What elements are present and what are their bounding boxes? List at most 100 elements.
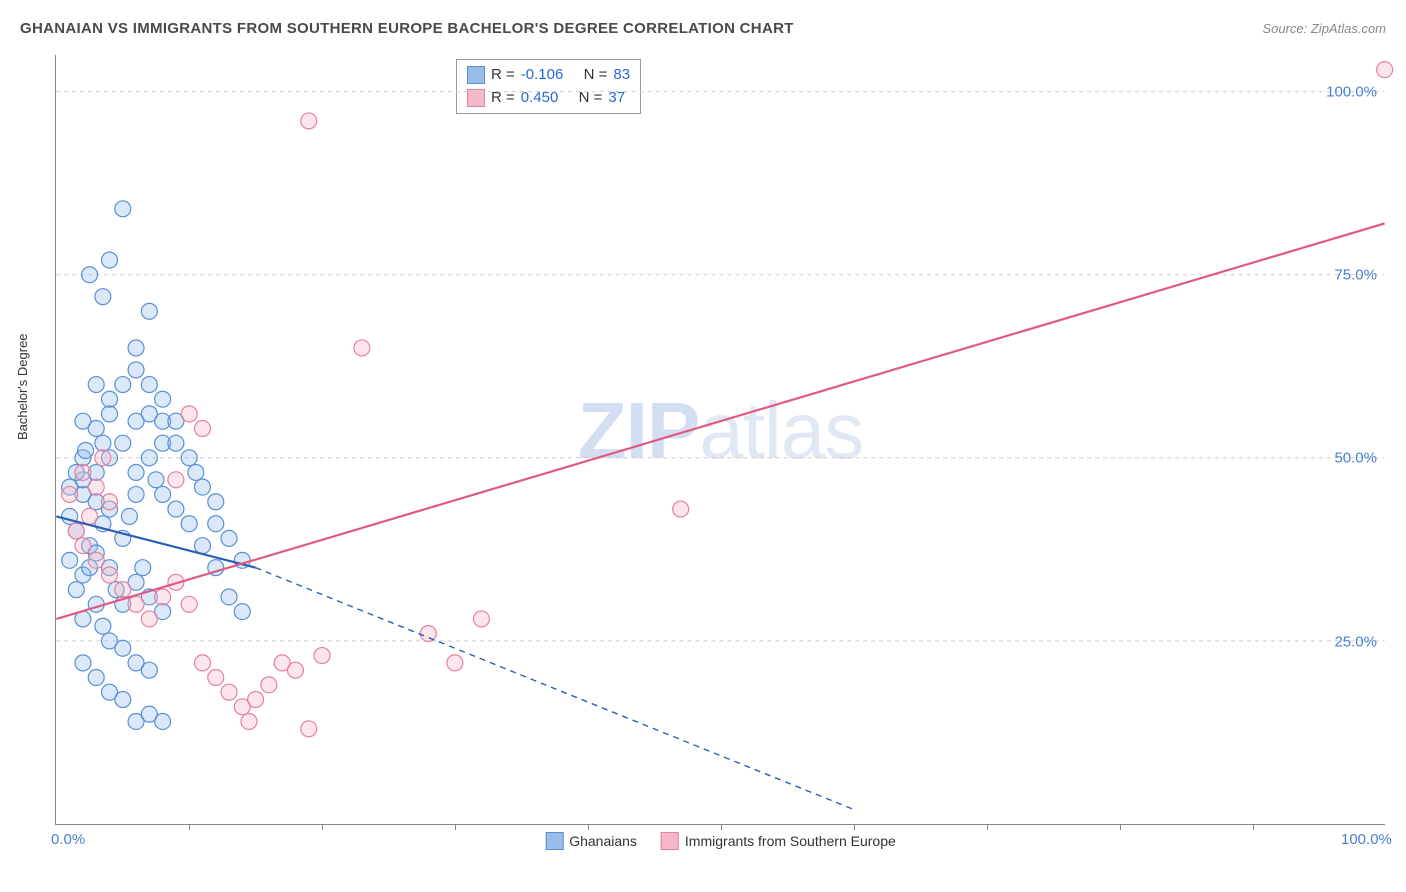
scatter-point: [181, 596, 197, 612]
scatter-point: [168, 435, 184, 451]
scatter-point: [168, 472, 184, 488]
scatter-point: [141, 377, 157, 393]
scatter-point: [155, 713, 171, 729]
scatter-point: [181, 406, 197, 422]
y-tick-label: 100.0%: [1326, 83, 1377, 100]
scatter-point: [141, 450, 157, 466]
scatter-point: [78, 442, 94, 458]
scatter-point: [194, 655, 210, 671]
scatter-point: [234, 604, 250, 620]
scatter-point: [314, 648, 330, 664]
y-tick-label: 25.0%: [1334, 633, 1377, 650]
scatter-point: [208, 516, 224, 532]
scatter-point: [115, 582, 131, 598]
source-attribution: Source: ZipAtlas.com: [1262, 21, 1386, 36]
scatter-point: [102, 567, 118, 583]
scatter-point: [88, 670, 104, 686]
x-tick: [455, 824, 456, 830]
scatter-point: [75, 655, 91, 671]
scatter-point: [221, 684, 237, 700]
scatter-point: [128, 362, 144, 378]
scatter-point: [62, 486, 78, 502]
scatter-point: [155, 486, 171, 502]
scatter-point: [141, 611, 157, 627]
legend-label: Ghanaians: [569, 833, 637, 849]
scatter-point: [141, 406, 157, 422]
scatter-point: [95, 618, 111, 634]
scatter-point: [128, 340, 144, 356]
scatter-point: [221, 589, 237, 605]
scatter-point: [194, 479, 210, 495]
scatter-point: [135, 560, 151, 576]
scatter-point: [241, 713, 257, 729]
x-tick: [1253, 824, 1254, 830]
scatter-point: [95, 450, 111, 466]
scatter-point: [354, 340, 370, 356]
scatter-point: [82, 267, 98, 283]
scatter-point: [75, 538, 91, 554]
bottom-legend: Ghanaians Immigrants from Southern Europ…: [545, 832, 896, 850]
scatter-point: [473, 611, 489, 627]
scatter-point: [155, 589, 171, 605]
scatter-point: [88, 552, 104, 568]
scatter-point: [1377, 62, 1393, 78]
scatter-point: [68, 582, 84, 598]
x-tick: [189, 824, 190, 830]
scatter-point: [287, 662, 303, 678]
legend-item-b: Immigrants from Southern Europe: [661, 832, 896, 850]
trend-line-a-dash: [256, 568, 854, 810]
scatter-point: [181, 516, 197, 532]
scatter-point: [208, 494, 224, 510]
scatter-point: [115, 640, 131, 656]
scatter-point: [102, 391, 118, 407]
x-tick: [721, 824, 722, 830]
y-tick-label: 50.0%: [1334, 450, 1377, 467]
scatter-point: [128, 464, 144, 480]
scatter-point: [221, 530, 237, 546]
scatter-point: [115, 692, 131, 708]
y-axis-label: Bachelor's Degree: [15, 333, 30, 440]
scatter-point: [115, 201, 131, 217]
scatter-point: [68, 523, 84, 539]
legend-item-a: Ghanaians: [545, 832, 637, 850]
scatter-point: [102, 406, 118, 422]
scatter-point: [128, 596, 144, 612]
x-tick: [322, 824, 323, 830]
scatter-point: [115, 435, 131, 451]
scatter-point: [75, 464, 91, 480]
scatter-point: [88, 479, 104, 495]
x-tick-label: 0.0%: [51, 831, 85, 848]
scatter-point: [248, 692, 264, 708]
scatter-point: [673, 501, 689, 517]
trend-line-b: [56, 223, 1384, 618]
scatter-point: [115, 377, 131, 393]
scatter-point: [188, 464, 204, 480]
scatter-point: [155, 391, 171, 407]
scatter-point: [82, 508, 98, 524]
scatter-point: [141, 662, 157, 678]
scatter-point: [121, 508, 137, 524]
chart-svg: [56, 55, 1385, 824]
scatter-point: [194, 538, 210, 554]
scatter-point: [194, 421, 210, 437]
scatter-point: [148, 472, 164, 488]
scatter-point: [88, 421, 104, 437]
scatter-point: [88, 377, 104, 393]
scatter-point: [95, 435, 111, 451]
scatter-point: [301, 721, 317, 737]
plot-area: ZIPatlas R = -0.106 N = 83 R = 0.450 N =…: [55, 55, 1385, 825]
swatch-series-a: [545, 832, 563, 850]
legend-label: Immigrants from Southern Europe: [685, 833, 896, 849]
scatter-point: [95, 289, 111, 305]
y-tick-label: 75.0%: [1334, 267, 1377, 284]
scatter-point: [181, 450, 197, 466]
swatch-series-b: [661, 832, 679, 850]
chart-title: GHANAIAN VS IMMIGRANTS FROM SOUTHERN EUR…: [20, 20, 794, 37]
x-tick: [588, 824, 589, 830]
scatter-point: [301, 113, 317, 129]
x-tick-label: 100.0%: [1341, 831, 1392, 848]
x-tick: [1120, 824, 1121, 830]
scatter-point: [261, 677, 277, 693]
scatter-point: [168, 501, 184, 517]
scatter-point: [102, 252, 118, 268]
